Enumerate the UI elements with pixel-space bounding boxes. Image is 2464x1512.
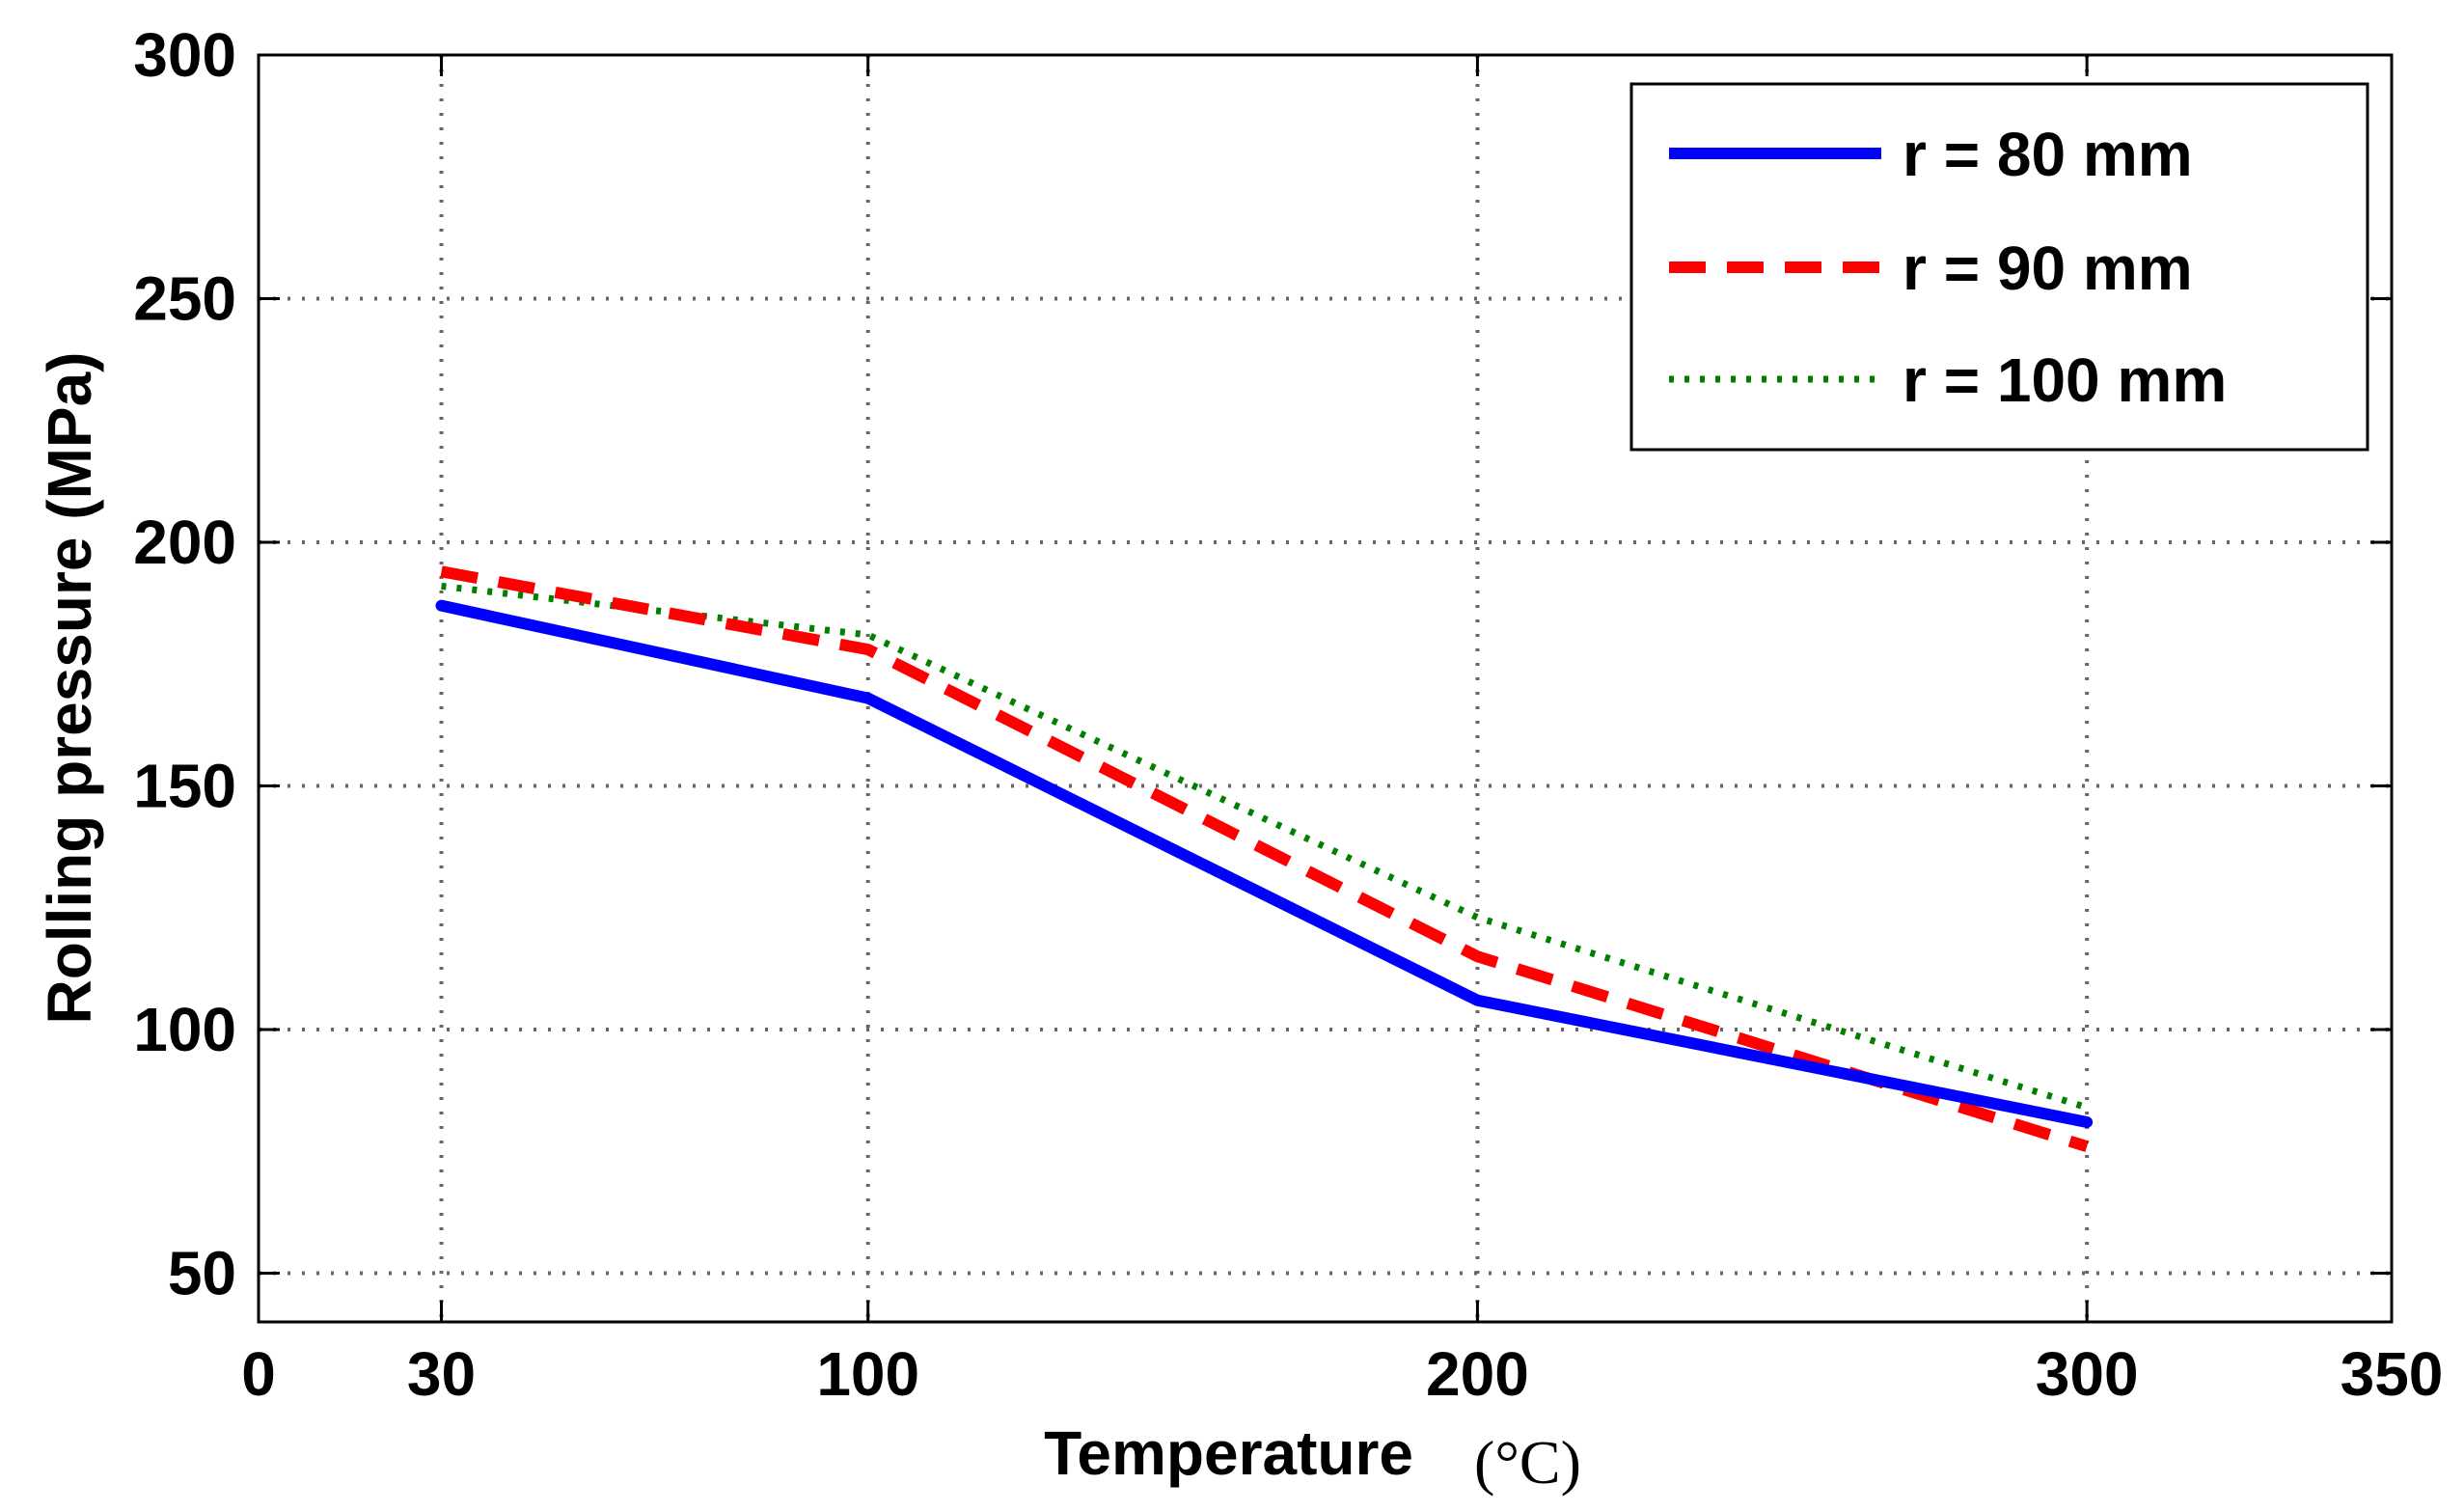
x-tick-label: 300: [2036, 1339, 2139, 1409]
legend-label: r = 80 mm: [1903, 120, 2193, 189]
y-tick-label: 250: [133, 264, 236, 334]
y-tick-label: 300: [133, 20, 236, 90]
x-tick-label: 100: [816, 1339, 919, 1409]
x-tick-label: 200: [1426, 1339, 1529, 1409]
y-tick-label: 200: [133, 508, 236, 577]
axis-ticks: [259, 55, 2392, 1322]
series-line-dashed: [440, 565, 2089, 1152]
plot-area-frame: [257, 53, 2394, 1324]
x-axis-title: Temperature: [1044, 1418, 1413, 1488]
x-tick-label: 0: [241, 1339, 276, 1409]
y-axis-tick-labels: 50 100 150 200 250 300: [133, 20, 236, 1308]
legend-label: r = 100 mm: [1903, 345, 2227, 415]
x-axis-tick-labels: 0 30 100 200 300 350: [241, 1339, 2443, 1409]
series-line-dotted: [441, 582, 2089, 1112]
plot-series: [435, 565, 2094, 1152]
y-tick-label: 50: [168, 1239, 236, 1308]
y-tick-label: 100: [133, 995, 236, 1064]
legend-label: r = 90 mm: [1903, 234, 2193, 303]
series-line-solid: [435, 599, 2094, 1128]
legend: r = 80 mm r = 90 mm r = 100 mm: [1629, 82, 2369, 452]
legend-items: r = 80 mm r = 90 mm r = 100 mm: [1669, 120, 2227, 415]
x-axis-unit: (°C): [1474, 1428, 1581, 1497]
y-tick-label: 150: [133, 752, 236, 821]
x-tick-label: 350: [2341, 1339, 2444, 1409]
x-tick-label: 30: [407, 1339, 476, 1409]
y-axis-title: Rolling pressure (MPa): [35, 352, 104, 1025]
